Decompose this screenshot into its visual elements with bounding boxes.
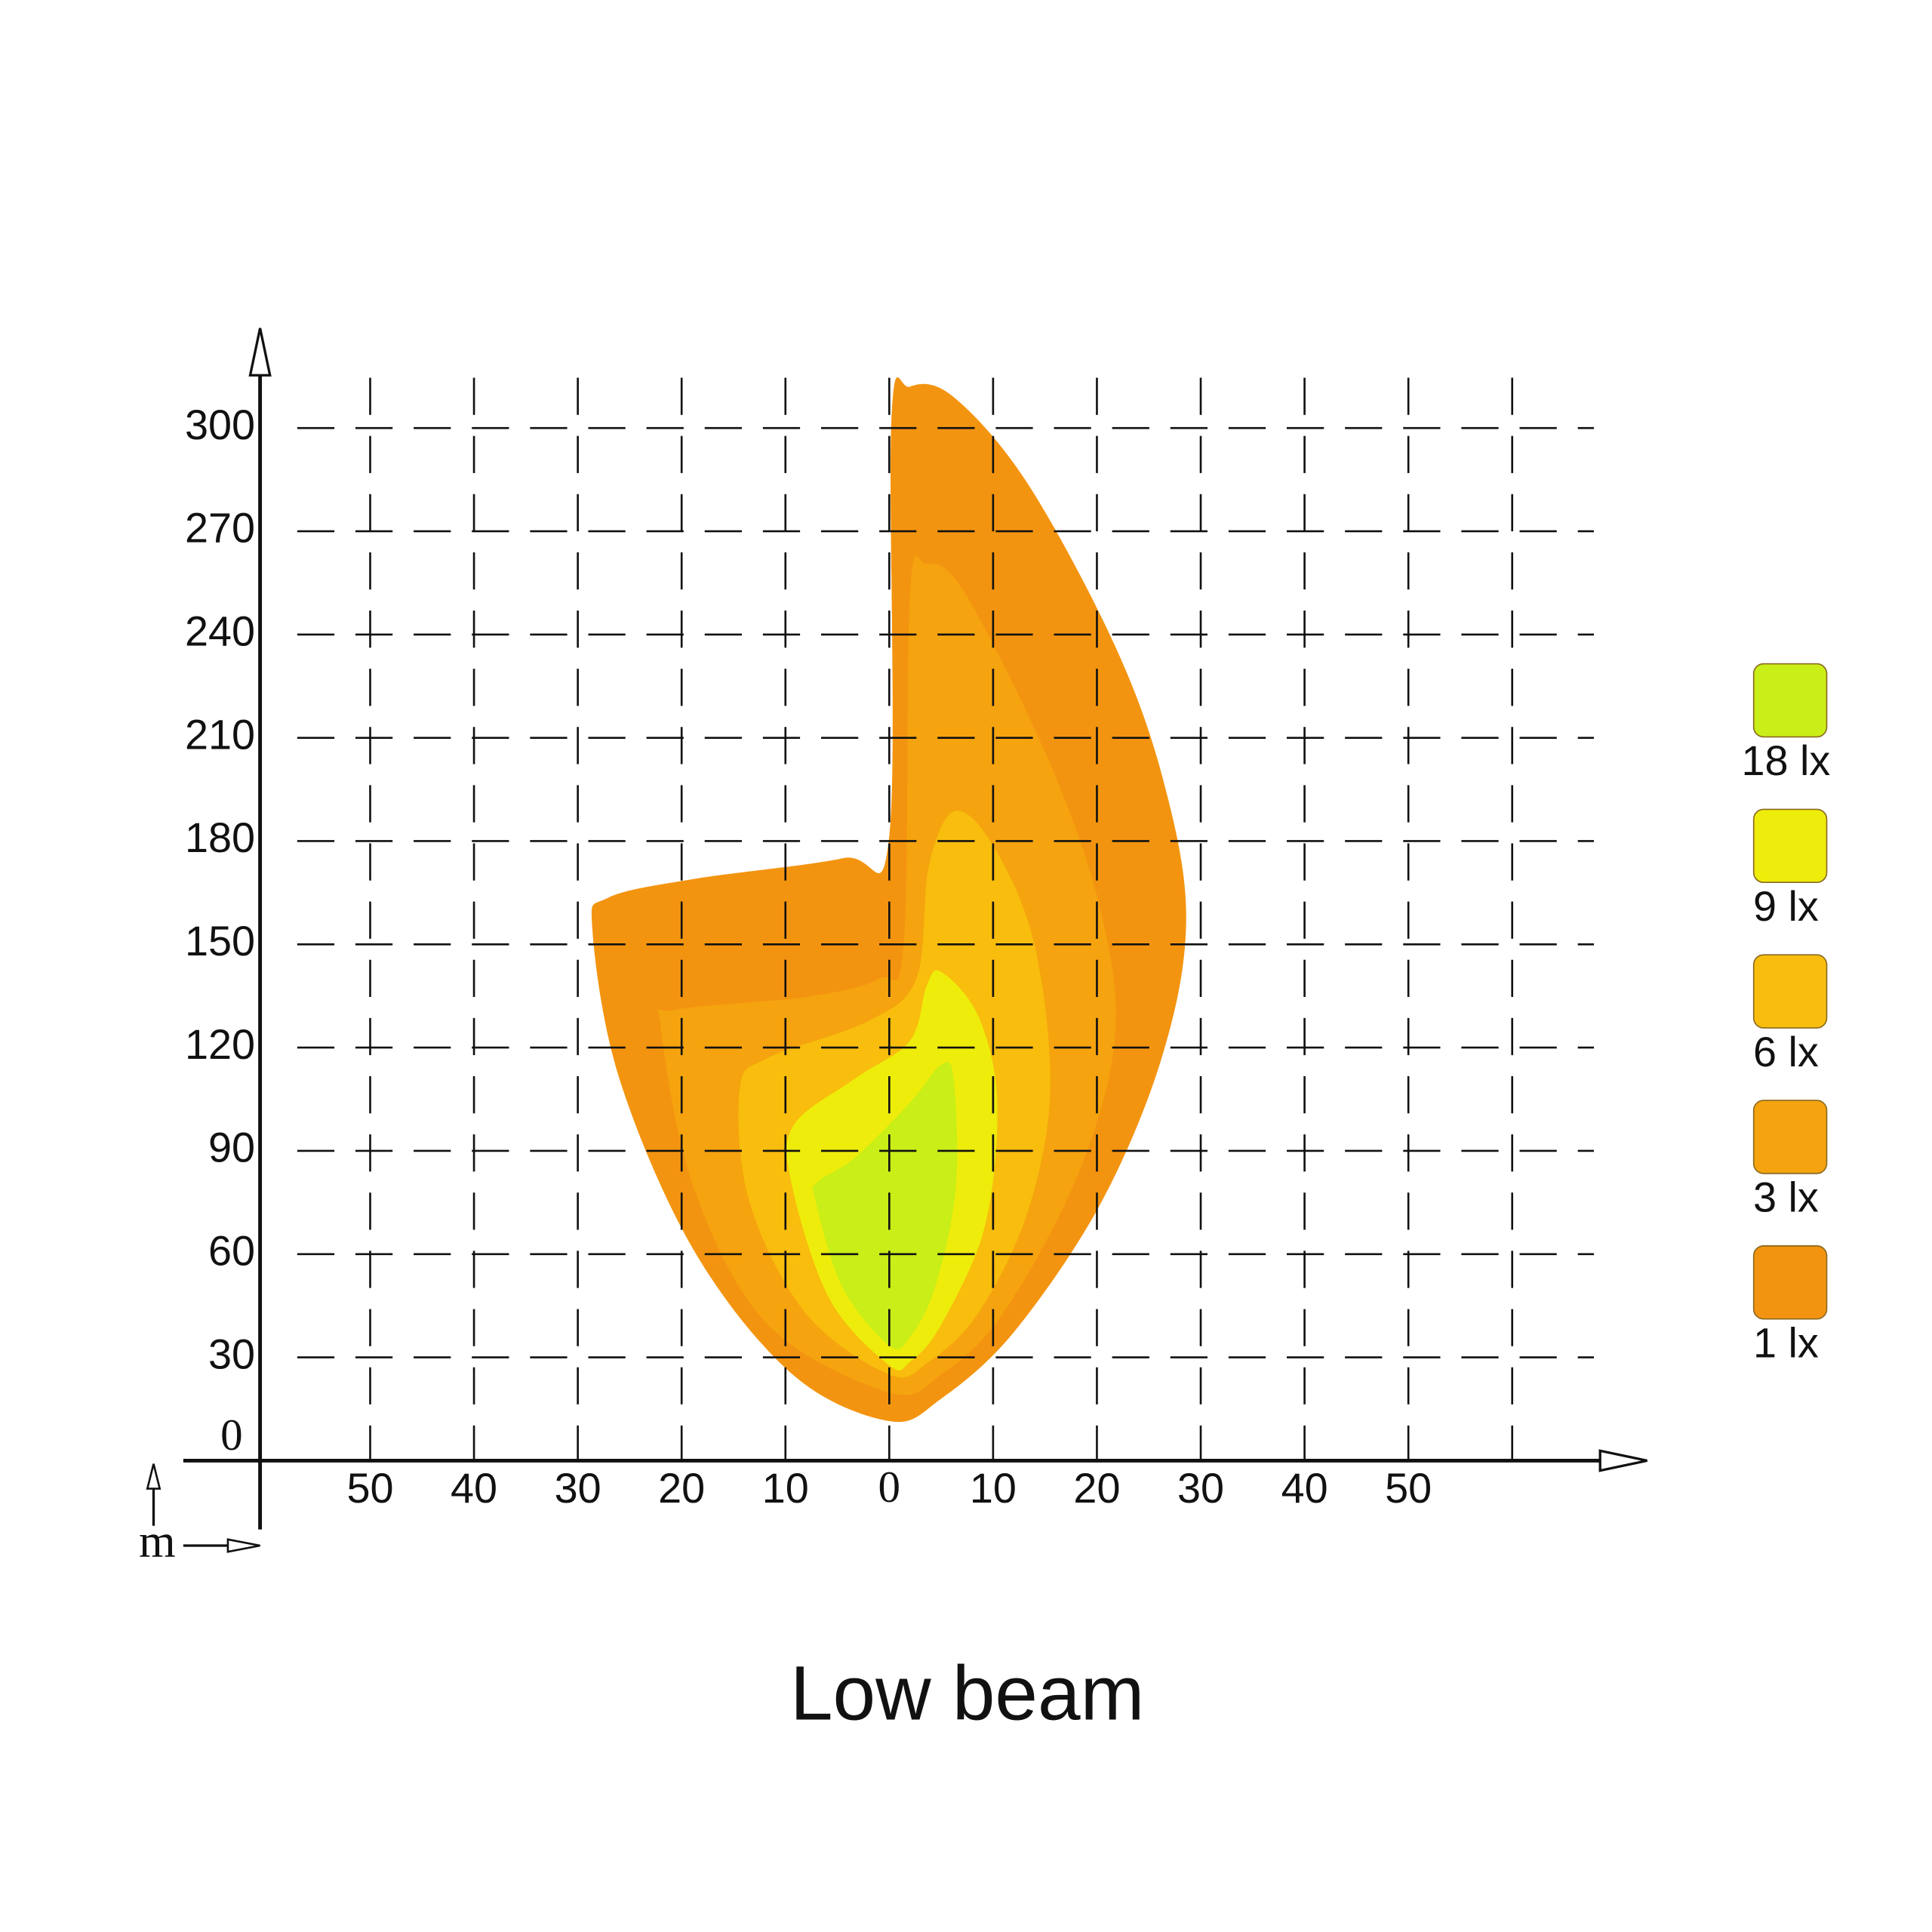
legend-swatch bbox=[1752, 954, 1828, 1029]
legend-swatch bbox=[1752, 1100, 1828, 1174]
x-tick-label: 20 bbox=[658, 1464, 705, 1512]
y-tick-label: 180 bbox=[185, 814, 255, 861]
x-tick-label: 30 bbox=[555, 1464, 601, 1512]
legend-label: 18 lx bbox=[1741, 737, 1830, 784]
x-tick-label: 50 bbox=[346, 1464, 393, 1512]
contours bbox=[591, 377, 1186, 1423]
y-tick-label: 210 bbox=[185, 710, 255, 758]
y-tick-label: 60 bbox=[208, 1227, 255, 1275]
y-tick-label: 120 bbox=[185, 1020, 255, 1068]
y-tick-label: 270 bbox=[185, 504, 255, 552]
chart-title: Low beam bbox=[790, 1650, 1144, 1736]
unit-marker: m bbox=[139, 1463, 260, 1567]
x-tick-label: 30 bbox=[1177, 1464, 1224, 1512]
x-tick-label: 40 bbox=[1281, 1464, 1328, 1512]
legend-label: 9 lx bbox=[1753, 882, 1819, 930]
legend-swatch bbox=[1752, 1245, 1828, 1320]
legend-swatch bbox=[1752, 808, 1828, 884]
unit-arrow-head bbox=[146, 1463, 162, 1490]
x-tick-label: 40 bbox=[451, 1464, 497, 1512]
y-axis-arrow bbox=[248, 328, 272, 377]
unit-label: m bbox=[139, 1515, 176, 1567]
legend: 1 lx 3 lx 6 lx 9 lx 18 lx bbox=[1741, 663, 1830, 1367]
legend-swatch bbox=[1752, 663, 1828, 738]
legend-label: 1 lx bbox=[1753, 1319, 1819, 1367]
y-tick-label: 30 bbox=[208, 1330, 255, 1377]
x-tick-label: 10 bbox=[762, 1464, 809, 1512]
legend-label: 6 lx bbox=[1753, 1028, 1819, 1075]
y-tick-label: 150 bbox=[185, 917, 255, 964]
unit-arrow-head bbox=[226, 1538, 260, 1553]
x-tick-label: 10 bbox=[970, 1464, 1017, 1512]
x-axis-arrow bbox=[1598, 1449, 1647, 1472]
isolux-contour bbox=[812, 1062, 958, 1349]
x-tick-label: 50 bbox=[1385, 1464, 1432, 1512]
y-tick-label: 90 bbox=[208, 1124, 255, 1171]
x-tick-label: 20 bbox=[1073, 1464, 1120, 1512]
y-tick-label: 0 bbox=[220, 1410, 243, 1460]
legend-label: 3 lx bbox=[1753, 1174, 1819, 1221]
y-tick-label: 240 bbox=[185, 608, 255, 655]
y-tick-label: 300 bbox=[185, 401, 255, 448]
x-tick-label: 0 bbox=[878, 1462, 901, 1512]
